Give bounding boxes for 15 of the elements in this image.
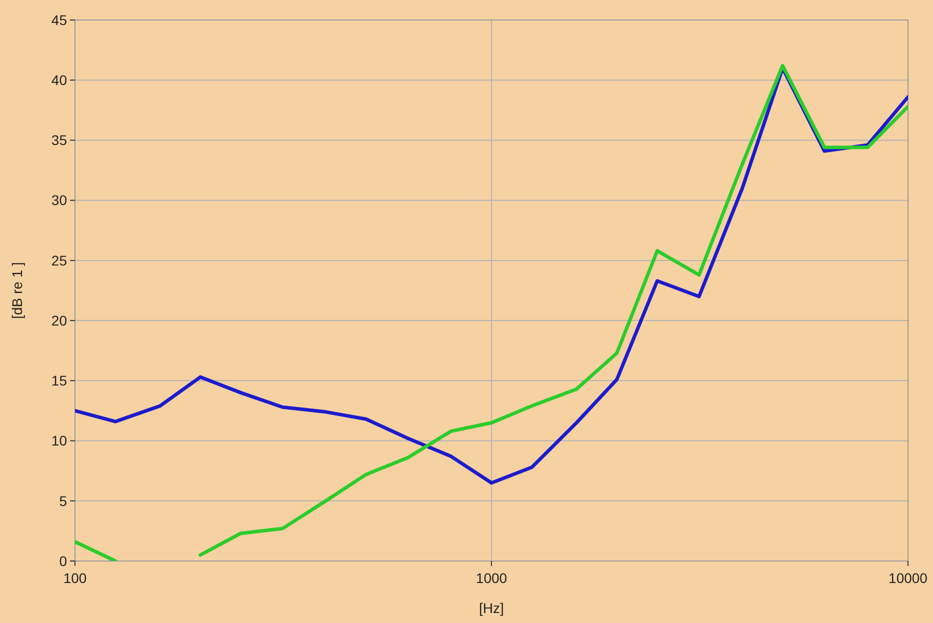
x-axis-title: [Hz]	[479, 600, 504, 616]
y-tick-label: 5	[59, 492, 68, 509]
y-tick-label: 25	[51, 252, 68, 268]
y-axis-title: [dB re 1 ]	[9, 262, 25, 319]
y-tick-label: 30	[51, 192, 68, 208]
x-tick-label: 1000	[476, 570, 508, 586]
y-tick-label: 0	[59, 552, 68, 569]
y-tick-label: 40	[51, 72, 68, 88]
x-tick-label: 10000	[888, 570, 928, 586]
y-tick-label: 10	[51, 432, 68, 449]
y-tick-label: 20	[51, 312, 68, 328]
y-tick-label: 45	[51, 12, 68, 28]
x-tick-label: 100	[63, 570, 87, 586]
y-tick-label: 35	[51, 132, 68, 148]
y-tick-label: 15	[51, 372, 68, 389]
